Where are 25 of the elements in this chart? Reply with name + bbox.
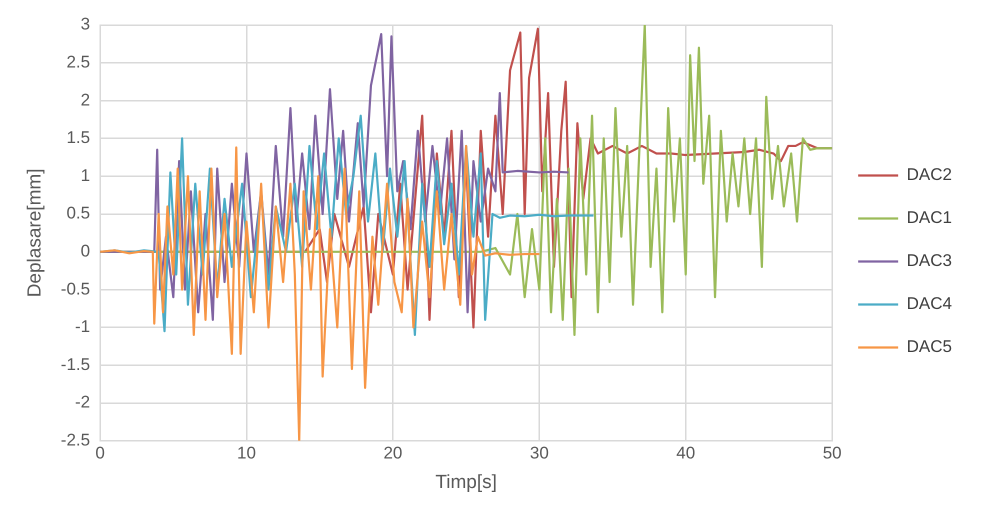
y-tick-label: 2 <box>80 90 90 110</box>
y-axis-title: Deplasare[mm] <box>24 168 46 298</box>
y-tick-label: 2.5 <box>66 52 90 72</box>
x-tick-label: 30 <box>530 444 549 463</box>
y-tick-label: 1 <box>80 166 90 185</box>
y-tick-label: 3 <box>80 14 90 34</box>
y-tick-label: 0 <box>80 241 90 260</box>
y-tick-label: 0.5 <box>66 204 90 223</box>
x-tick-label: 10 <box>237 444 256 463</box>
y-tick-label: -1 <box>74 317 90 336</box>
x-tick-label: 0 <box>95 444 105 463</box>
legend-label: DAC3 <box>906 251 952 270</box>
legend-label: DAC4 <box>906 294 952 314</box>
x-axis-title: Timp[s] <box>435 472 497 493</box>
x-tick-label: 40 <box>676 444 696 463</box>
x-tick-label: 50 <box>822 444 842 463</box>
y-tick-label: -2.5 <box>60 430 90 450</box>
y-tick-label: -1.5 <box>60 354 90 374</box>
y-tick-label: -2 <box>74 392 90 412</box>
y-tick-label: 1.5 <box>66 128 90 148</box>
y-tick-label: -0.5 <box>60 279 90 298</box>
legend-label: DAC5 <box>906 337 952 356</box>
legend-label: DAC1 <box>906 208 952 228</box>
x-tick-label: 20 <box>383 444 402 463</box>
legend-label: DAC2 <box>906 165 952 184</box>
